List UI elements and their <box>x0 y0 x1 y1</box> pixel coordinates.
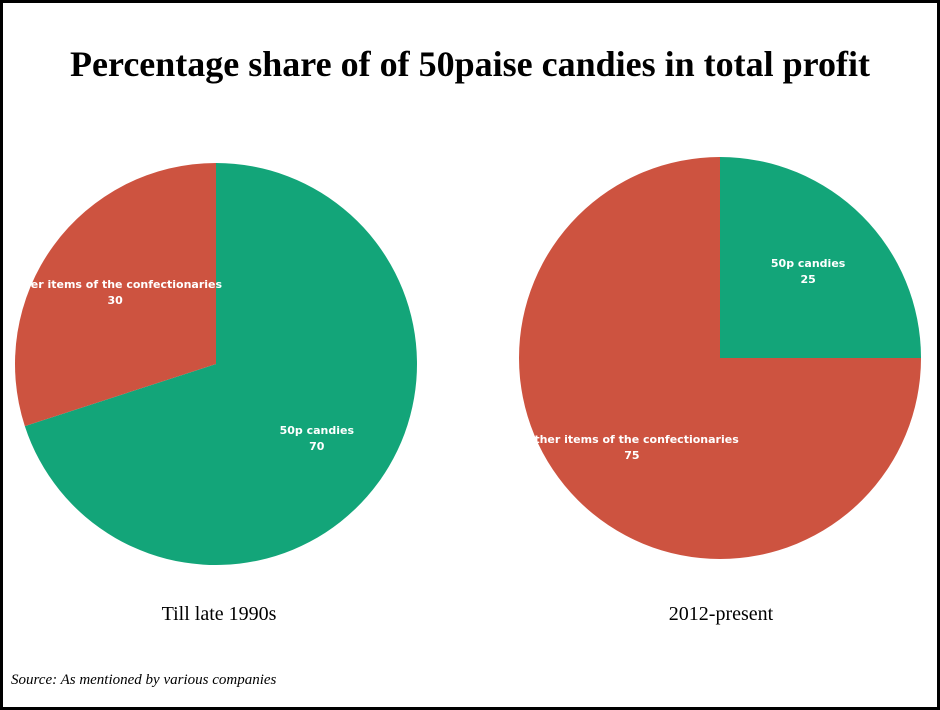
slice-label-other-items-of-the-confectionaries: Other items of the confectionaries <box>525 433 739 446</box>
source-note: Source: As mentioned by various companie… <box>11 672 277 688</box>
slice-label-50p-candies: 50p candies <box>280 424 355 437</box>
slice-label-50p-candies: 50p candies <box>771 257 846 270</box>
chart-title: Percentage share of of 50paise candies i… <box>70 44 870 84</box>
pie-caption-till-late-1990s: Till late 1990s <box>161 603 277 625</box>
pie-slice-50p-candies <box>24 163 417 565</box>
pie-2012-present: 50p candies 25 Other items of the confecti… <box>519 157 921 559</box>
pie-caption-2012-present: 2012-present <box>668 603 774 625</box>
slice-value-50p-candies: 25 <box>800 273 815 286</box>
slice-value-other-items-of-the-confectionaries: 30 <box>108 294 124 307</box>
pie-till-late-1990s: 50p candies 70 Other items of the confecti… <box>8 163 417 565</box>
pie-slice-other-items-of-the-confectionaries <box>14 163 217 427</box>
slice-label-other-items-of-the-confectionaries: Other items of the confectionaries <box>8 278 222 291</box>
pie-slice-other-items-of-the-confectionaries <box>519 157 921 559</box>
pie-charts: 50p candies 70 Other items of the confecti… <box>8 157 921 565</box>
slice-value-50p-candies: 70 <box>309 440 325 453</box>
pie-slice-50p-candies <box>720 157 921 358</box>
slice-value-other-items-of-the-confectionaries: 75 <box>624 449 639 462</box>
